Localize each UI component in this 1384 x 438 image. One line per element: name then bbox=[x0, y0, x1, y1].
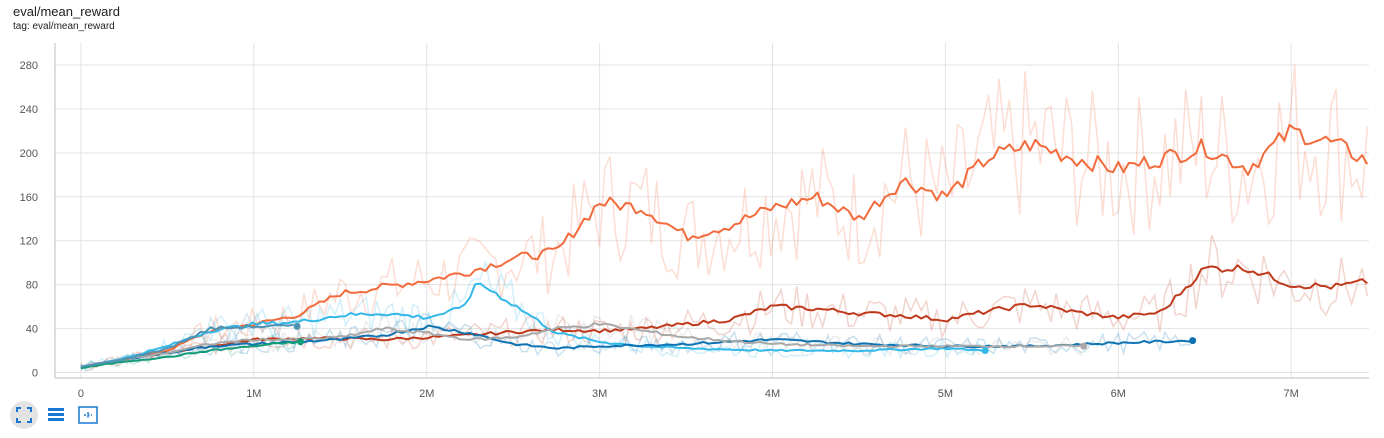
series-end-markers bbox=[293, 322, 1197, 355]
series-end-marker bbox=[981, 347, 989, 355]
smoothed-series-layer bbox=[80, 124, 1369, 370]
series-line bbox=[80, 282, 984, 369]
series-line bbox=[80, 124, 1369, 368]
chart-tag: tag: eval/mean_reward bbox=[13, 21, 115, 32]
x-tick-label: 5M bbox=[938, 388, 953, 400]
axes bbox=[54, 43, 1369, 379]
x-tick-label: 6M bbox=[1111, 388, 1126, 400]
series-line bbox=[80, 264, 1368, 368]
series-line bbox=[80, 322, 1083, 369]
raw-series-line bbox=[80, 312, 1083, 372]
y-tick-label: 240 bbox=[20, 104, 38, 116]
x-tick-label: 7M bbox=[1284, 388, 1299, 400]
series-end-marker bbox=[297, 338, 305, 346]
x-tick-label: 0 bbox=[78, 388, 84, 400]
x-tick-label: 2M bbox=[419, 388, 434, 400]
x-tick-label: 4M bbox=[765, 388, 780, 400]
chart-title: eval/mean_reward bbox=[13, 4, 120, 19]
series-line bbox=[80, 339, 300, 370]
chart-toolbar bbox=[10, 401, 102, 429]
toggle-data-table-button[interactable] bbox=[42, 401, 70, 429]
tick-labels: 0 40 80 120 160 200 240 280 0 1M 2M 3M 4M 5M 6M 7M bbox=[20, 60, 1299, 400]
series-line bbox=[80, 323, 294, 368]
y-tick-label: 40 bbox=[26, 324, 38, 336]
series-end-marker bbox=[1080, 342, 1088, 350]
y-tick-label: 280 bbox=[20, 60, 38, 72]
y-tick-label: 120 bbox=[20, 236, 38, 248]
y-tick-label: 0 bbox=[32, 368, 38, 380]
y-tick-label: 200 bbox=[20, 148, 38, 160]
series-end-marker bbox=[1189, 337, 1197, 345]
data-table-icon bbox=[48, 408, 64, 421]
zoom-selection-icon bbox=[78, 406, 98, 424]
x-tick-label: 1M bbox=[246, 388, 261, 400]
y-tick-label: 80 bbox=[26, 280, 38, 292]
y-tick-label: 160 bbox=[20, 192, 38, 204]
x-tick-label: 3M bbox=[592, 388, 607, 400]
fit-to-screen-button[interactable] bbox=[10, 401, 38, 429]
series-end-marker bbox=[293, 322, 301, 330]
grid bbox=[55, 43, 1369, 378]
zoom-selection-button[interactable] bbox=[74, 401, 102, 429]
fit-to-screen-icon bbox=[16, 407, 32, 423]
